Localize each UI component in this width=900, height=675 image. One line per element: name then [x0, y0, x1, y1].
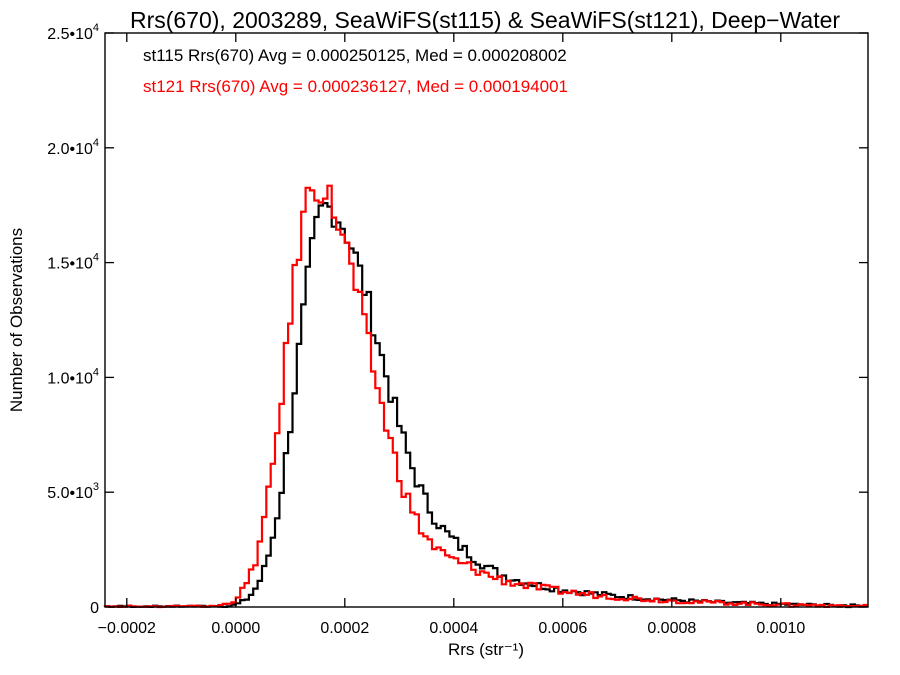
chart-title: Rrs(670), 2003289, SeaWiFS(st115) & SeaW…: [130, 7, 840, 33]
series-layer: [103, 184, 868, 609]
y-tick-exponent: 4: [93, 252, 99, 264]
y-tick-mantissa: 0: [90, 600, 99, 617]
y-tick-exponent: 4: [93, 366, 99, 378]
x-tick-label: 0.0010: [756, 620, 805, 637]
x-tick-label: −0.0002: [98, 620, 156, 637]
y-tick-mantissa: 5.0•10: [47, 485, 93, 502]
x-tick-label: 0.0008: [647, 620, 696, 637]
annotations: st115 Rrs(670) Avg = 0.000250125, Med = …: [143, 46, 568, 96]
histogram-series-0: [103, 202, 868, 609]
y-tick-exponent: 3: [93, 481, 99, 493]
y-tick-label: 1.0•104: [47, 366, 99, 387]
y-tick-exponent: 4: [93, 137, 99, 149]
x-tick-label: 0.0000: [211, 620, 260, 637]
y-axis-label: Number of Observations: [7, 228, 26, 412]
x-tick-label: 0.0006: [538, 620, 587, 637]
x-axis-label: Rrs (str⁻¹): [448, 640, 524, 659]
y-tick-label: 5.0•103: [47, 481, 99, 502]
x-tick-label: 0.0002: [320, 620, 369, 637]
y-tick-mantissa: 2.0•10: [47, 141, 93, 158]
y-tick-label: 1.5•104: [47, 252, 99, 273]
y-tick-mantissa: 2.5•10: [47, 26, 93, 43]
axis-ticks: −0.0002 0.0000 0.0002 0.0004 0.0006 0.0008 0.0…: [47, 22, 868, 637]
plot-frame: [104, 32, 869, 608]
y-tick-label: 2.5•104: [47, 22, 99, 43]
annotation-st121: st121 Rrs(670) Avg = 0.000236127, Med = …: [143, 77, 568, 96]
y-tick-mantissa: 1.5•10: [47, 256, 93, 273]
y-tick-label: 0: [90, 600, 99, 617]
y-tick-exponent: 4: [93, 22, 99, 34]
histogram-series-1: [103, 184, 868, 609]
y-tick-mantissa: 1.0•10: [47, 370, 93, 387]
annotation-st115: st115 Rrs(670) Avg = 0.000250125, Med = …: [143, 46, 567, 65]
y-tick-label: 2.0•104: [47, 137, 99, 158]
x-tick-label: 0.0004: [429, 620, 478, 637]
